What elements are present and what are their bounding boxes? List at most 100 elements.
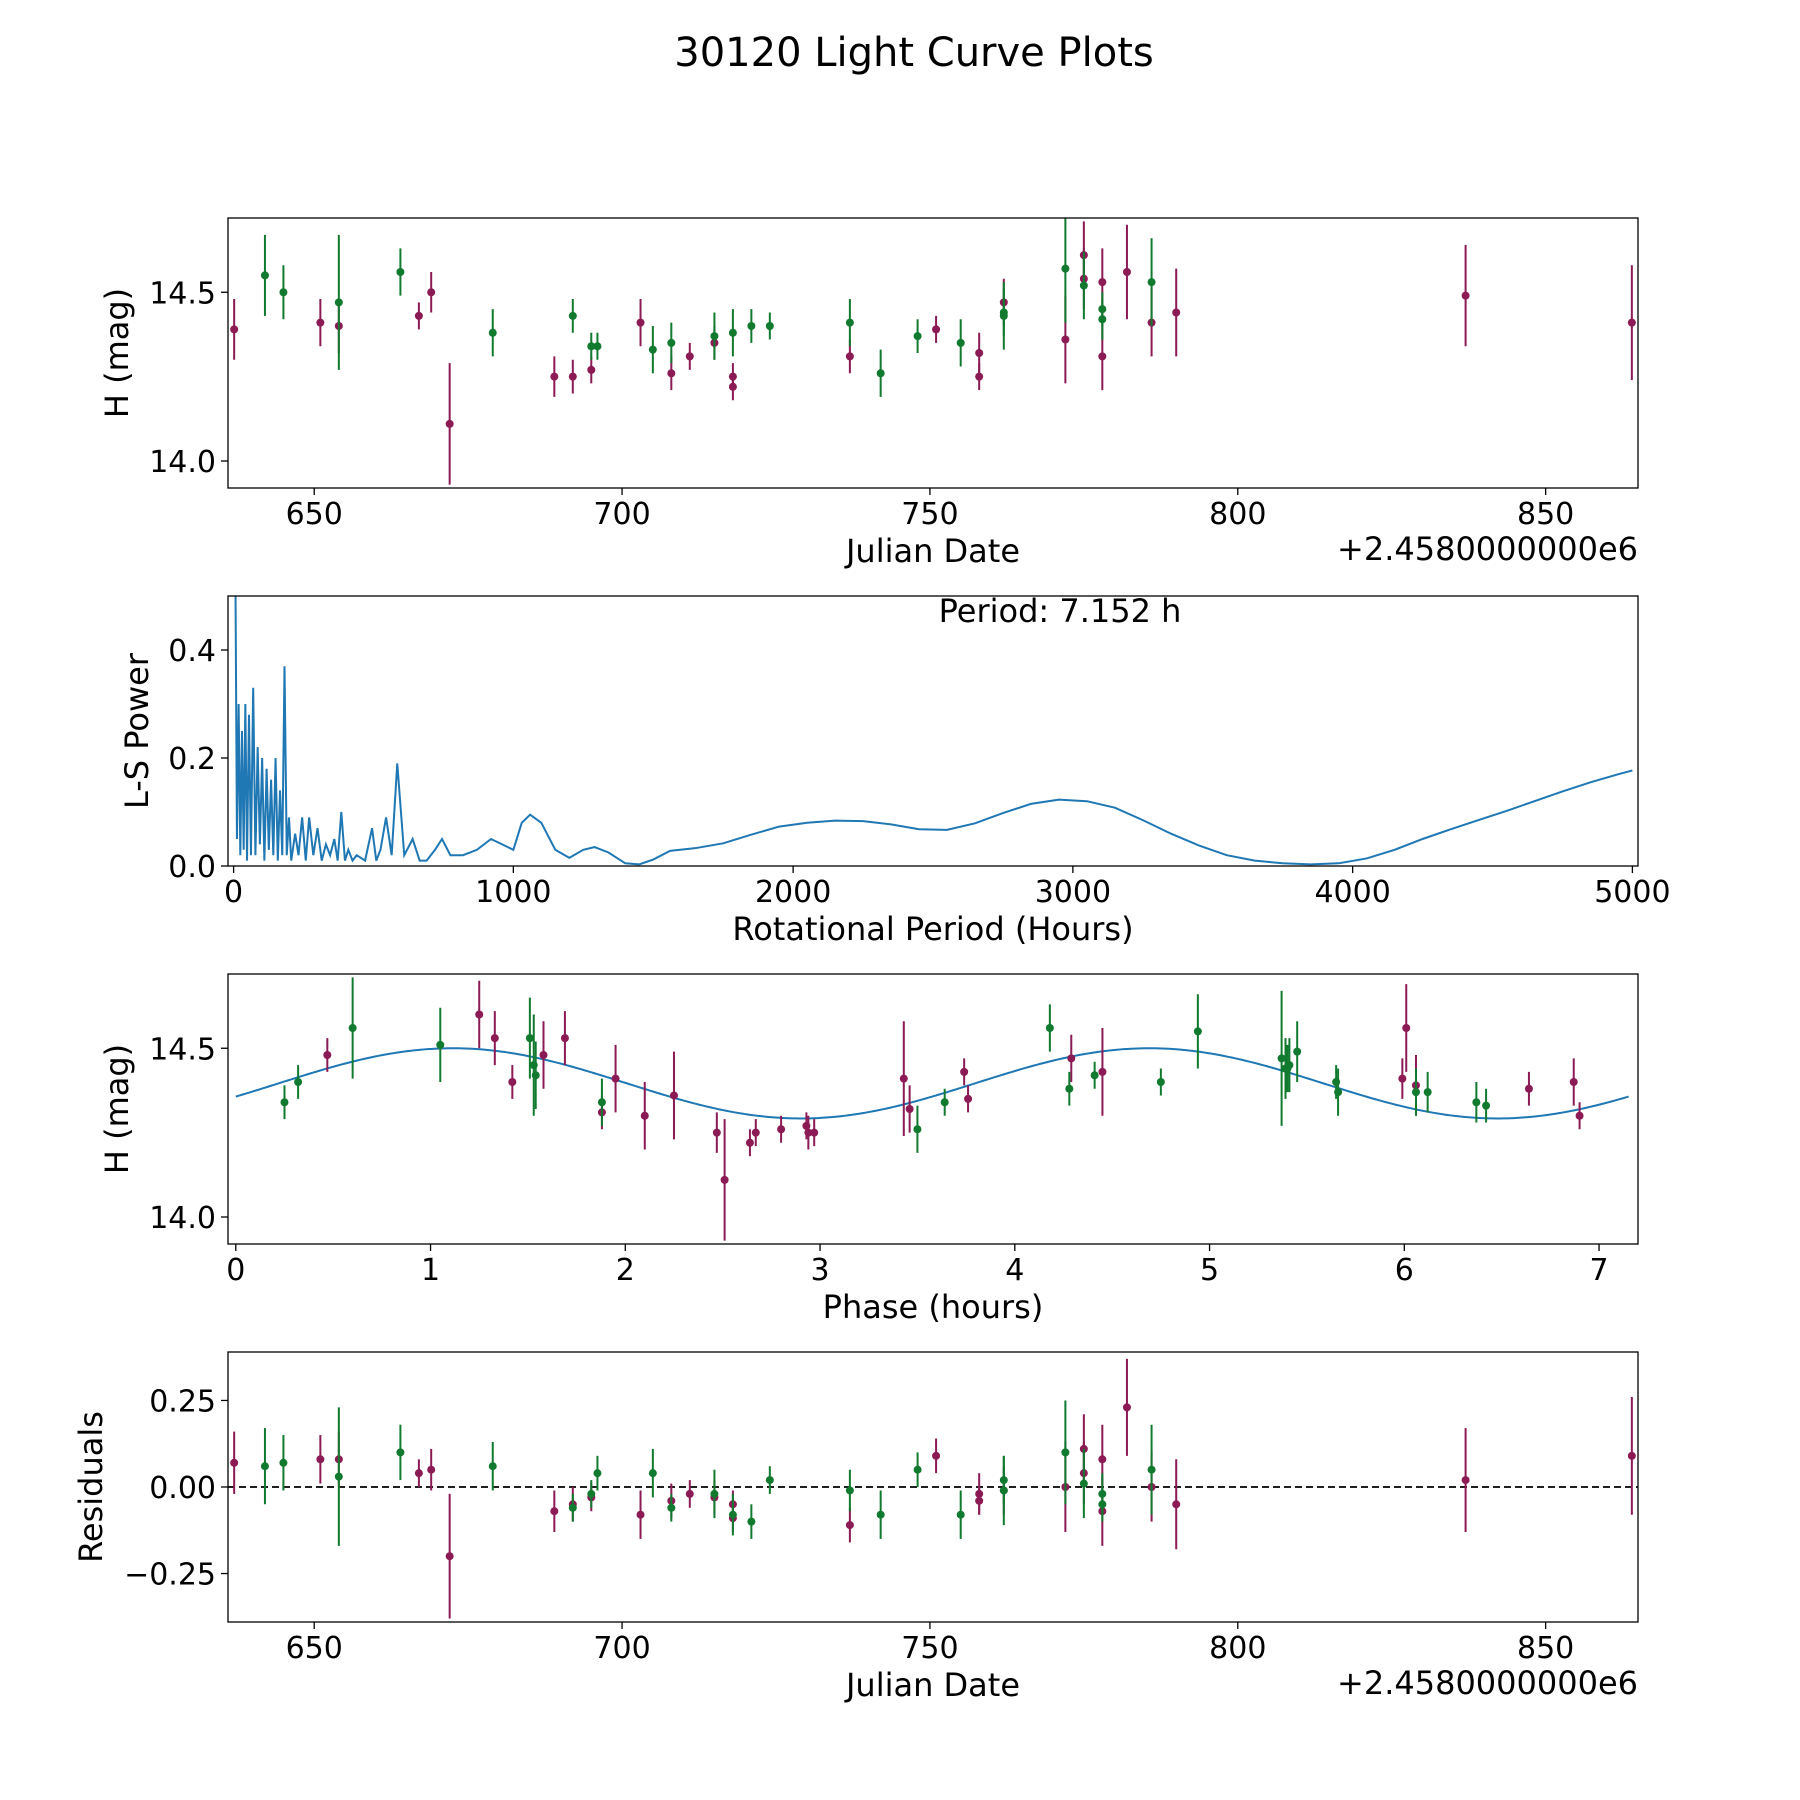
green-data-point xyxy=(334,1472,343,1481)
green-data-point xyxy=(1098,305,1107,314)
green-data-point xyxy=(728,1510,737,1519)
lightcurve-panel: 650 700 750 800 850 14.0 14.5 Julian Date H (m… xyxy=(98,217,1639,570)
green-data-point xyxy=(1277,1054,1286,1063)
residuals-xlabel: Julian Date xyxy=(844,1666,1020,1704)
green-data-point xyxy=(568,1503,577,1512)
magenta-data-point xyxy=(490,1034,499,1043)
x-tick-label: 650 xyxy=(286,1631,343,1666)
green-data-point xyxy=(845,318,854,327)
phase-panel: 0 1 2 3 4 5 6 7 14.0 14.5 Phase (hours) H (mag) xyxy=(98,973,1639,1326)
y-tick-label: 0.4 xyxy=(168,634,216,669)
green-data-point xyxy=(334,298,343,307)
magenta-data-point xyxy=(685,352,694,361)
x-tick-label: 750 xyxy=(901,497,958,532)
magenta-data-point xyxy=(427,288,436,297)
x-tick-label: 5000 xyxy=(1594,875,1670,910)
magenta-data-point xyxy=(550,372,559,381)
green-data-point xyxy=(488,1462,497,1471)
x-tick-label: 7 xyxy=(1590,1253,1609,1288)
y-tick-label: 0.00 xyxy=(149,1471,216,1506)
green-data-point xyxy=(1065,1084,1074,1093)
magenta-data-point xyxy=(560,1034,569,1043)
magenta-data-point xyxy=(550,1507,559,1516)
magenta-data-point xyxy=(745,1138,754,1147)
green-data-point xyxy=(488,328,497,337)
lightcurve-axes: 650 700 750 800 850 14.0 14.5 xyxy=(149,276,1574,532)
figure-title: 30120 Light Curve Plots xyxy=(674,30,1153,76)
x-tick-label: 4000 xyxy=(1314,875,1390,910)
magenta-data-point xyxy=(1461,291,1470,300)
magenta-data-point xyxy=(316,318,325,327)
x-tick-label: 5 xyxy=(1200,1253,1219,1288)
x-tick-label: 3 xyxy=(810,1253,829,1288)
green-data-point xyxy=(279,1458,288,1467)
residuals-marks xyxy=(228,1358,1638,1619)
phase-axes: 0 1 2 3 4 5 6 7 14.0 14.5 xyxy=(149,1032,1608,1288)
phase-plot-area xyxy=(235,977,1629,1241)
magenta-data-point xyxy=(636,318,645,327)
green-data-point xyxy=(845,1486,854,1495)
y-tick-label: −0.25 xyxy=(124,1558,216,1593)
green-data-point xyxy=(747,1517,756,1526)
green-data-point xyxy=(260,1462,269,1471)
green-data-point xyxy=(710,332,719,341)
green-data-point xyxy=(294,1078,303,1086)
lightcurve-ylabel: H (mag) xyxy=(98,288,136,418)
magenta-data-point xyxy=(667,369,676,378)
magenta-data-point xyxy=(964,1094,973,1103)
green-data-point xyxy=(728,328,737,337)
y-tick-label: 0.25 xyxy=(149,1384,216,1419)
green-data-point xyxy=(1423,1088,1432,1097)
green-data-point xyxy=(1482,1101,1491,1110)
y-tick-label: 0.2 xyxy=(168,742,216,777)
magenta-data-point xyxy=(1627,1451,1636,1460)
green-data-point xyxy=(648,345,657,354)
residuals-offset-label: +2.4580000000e6 xyxy=(1337,1664,1638,1702)
lightcurve-offset-label: +2.4580000000e6 xyxy=(1337,530,1638,568)
magenta-data-point xyxy=(230,1458,239,1467)
magenta-data-point xyxy=(751,1128,760,1137)
green-data-point xyxy=(667,1503,676,1512)
green-data-point xyxy=(593,342,602,351)
magenta-data-point xyxy=(845,1521,854,1530)
magenta-data-point xyxy=(1122,268,1131,276)
green-data-point xyxy=(876,369,885,378)
green-data-point xyxy=(913,332,922,341)
periodogram-ylabel: L-S Power xyxy=(118,652,156,809)
y-tick-label: 14.0 xyxy=(149,1201,216,1236)
magenta-data-point xyxy=(636,1510,645,1519)
green-data-point xyxy=(913,1465,922,1474)
green-data-point xyxy=(1061,264,1070,273)
magenta-data-point xyxy=(427,1465,436,1474)
magenta-data-point xyxy=(960,1067,969,1076)
phase-marks xyxy=(235,977,1629,1241)
magenta-data-point xyxy=(1172,308,1181,317)
green-data-point xyxy=(260,271,269,280)
green-data-point xyxy=(531,1071,540,1080)
y-tick-label: 14.5 xyxy=(149,1032,216,1067)
green-data-point xyxy=(1045,1024,1054,1032)
x-tick-label: 700 xyxy=(593,1631,650,1666)
magenta-data-point xyxy=(777,1125,786,1134)
green-data-point xyxy=(765,322,774,330)
periodogram-frame xyxy=(227,595,1639,867)
lightcurve-plot-area xyxy=(230,218,1636,485)
green-data-point xyxy=(1147,1465,1156,1474)
magenta-data-point xyxy=(720,1175,729,1184)
green-data-point xyxy=(956,338,965,347)
magenta-data-point xyxy=(712,1128,721,1137)
magenta-data-point xyxy=(414,1469,423,1478)
green-data-point xyxy=(956,1510,965,1519)
x-tick-label: 800 xyxy=(1209,497,1266,532)
green-data-point xyxy=(396,1448,405,1457)
magenta-data-point xyxy=(932,1451,941,1460)
y-tick-label: 14.5 xyxy=(149,276,216,311)
magenta-data-point xyxy=(905,1105,914,1113)
magenta-data-point xyxy=(568,372,577,381)
x-tick-label: 750 xyxy=(901,1631,958,1666)
green-data-point xyxy=(747,322,756,330)
green-data-point xyxy=(597,1098,606,1107)
green-data-point xyxy=(587,342,596,351)
x-tick-label: 0 xyxy=(224,875,243,910)
magenta-data-point xyxy=(539,1051,548,1059)
